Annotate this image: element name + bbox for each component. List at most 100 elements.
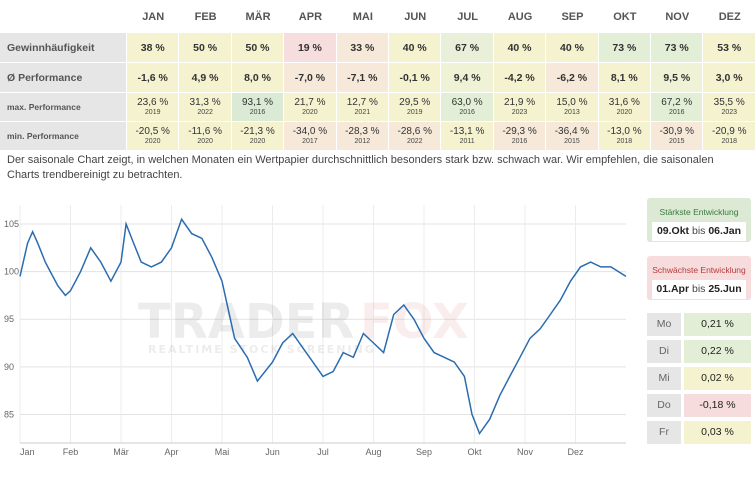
row-label: max. Performance [0, 93, 127, 122]
x-tick-label: Aug [365, 447, 381, 457]
weekday-value: 0,02 % [684, 367, 751, 390]
table-cell: -13,1 % 2011 [441, 122, 494, 151]
cell-year: 2013 [564, 109, 580, 116]
strongest-title: Stärkste Entwicklung [659, 207, 739, 217]
cell-year: 2019 [144, 109, 161, 116]
cell-value: 29,5 % [399, 97, 431, 108]
cell-value: -28,3 % [345, 126, 380, 137]
x-tick-label: Nov [517, 447, 534, 457]
table-cell: 21,9 % 2023 [493, 93, 547, 122]
month-header: JUN [389, 0, 442, 33]
cell-year: 2023 [511, 109, 528, 116]
weakest-sep: bis [691, 283, 706, 295]
month-header: OKT [598, 0, 652, 33]
strongest-from: 09.Okt [656, 225, 690, 237]
month-header: SEP [546, 0, 599, 33]
table-cell: 31,6 % 2020 [598, 93, 652, 122]
cell-year: 2020 [616, 109, 633, 116]
strongest-range: 09.Okt bis 06.Jan [652, 222, 746, 241]
cell-value: 31,3 % [189, 97, 221, 108]
cell-value: -20,9 % [712, 126, 747, 137]
cell-year: 2019 [406, 109, 423, 116]
cell-year: 2020 [144, 138, 161, 145]
table-cell: 50 % [179, 33, 232, 63]
table-row: min. Performance -20,5 % 2020 -11,6 % 2020 -2… [0, 122, 756, 151]
weekday-value: 0,21 % [684, 313, 751, 336]
price-line [19, 217, 627, 436]
cell-year: 2018 [721, 138, 738, 145]
table-cell: -4,2 % [493, 63, 547, 93]
month-header: MAI [336, 0, 390, 33]
table-cell: 67,2 % 2016 [651, 93, 704, 122]
table-header-row: JAN FEB MÄR APR MAI JUN JUL AUG SEP OKT … [0, 0, 756, 33]
cell-year: 2015 [564, 138, 580, 145]
table-cell: -28,3 % 2012 [336, 122, 390, 151]
strongest-to: 06.Jan [708, 225, 742, 237]
seasonal-chart: TRADER FOX REALTIME STOCK SCREENING 85 90… [4, 205, 627, 457]
table-cell: -36,4 % 2015 [546, 122, 599, 151]
month-header: MÄR [231, 0, 285, 33]
table-cell: 38 % [127, 33, 180, 63]
table-cell: -20,9 % 2018 [703, 122, 756, 151]
cell-value: 67,2 % [661, 97, 693, 108]
table-cell: 35,5 % 2023 [703, 93, 756, 122]
cell-year: 2022 [197, 109, 213, 116]
table-cell: 67 % [441, 33, 494, 63]
cell-value: 15,0 % [556, 97, 588, 108]
table-cell: -6,2 % [546, 63, 599, 93]
table-cell: -0,1 % [389, 63, 442, 93]
watermark-tagline: REALTIME STOCK SCREENING [148, 343, 376, 356]
x-tick-label: Sep [416, 447, 432, 457]
table-cell: -30,9 % 2015 [651, 122, 704, 151]
table-cell: -28,6 % 2022 [389, 122, 442, 151]
row-label: Ø Performance [0, 63, 127, 93]
cell-year: 2020 [197, 138, 213, 145]
cell-value: 93,1 % [241, 97, 274, 108]
cell-value: -36,4 % [554, 126, 590, 137]
table-cell: 15,0 % 2013 [546, 93, 599, 122]
cell-year: 2018 [616, 138, 633, 145]
weekday-row: Do -0,18 % [647, 394, 751, 417]
y-tick-label: 105 [4, 219, 19, 229]
weekday-name: Fr [647, 421, 681, 444]
strongest-sep: bis [691, 225, 706, 237]
weekday-name: Mo [647, 313, 681, 336]
weakest-period-box: Schwächste Entwicklung 01.Apr bis 25.Jun [647, 256, 751, 300]
cell-value: 35,5 % [713, 97, 745, 108]
table-cell: 73 % [598, 33, 652, 63]
cell-value: -20,5 % [135, 126, 170, 137]
weekday-value: -0,18 % [684, 394, 751, 417]
cell-value: 23,6 % [137, 97, 169, 108]
x-tick-label: Jan [20, 447, 35, 457]
cell-value: -11,6 % [188, 126, 222, 137]
watermark-brand-left: TRADER [138, 294, 354, 350]
table-cell: -20,5 % 2020 [127, 122, 180, 151]
weekday-row: Fr 0,03 % [647, 421, 751, 444]
table-row: Gewinnhäufigkeit 38 % 50 % 50 % 19 % 33 % 40 %… [0, 33, 756, 63]
cell-value: -34,0 % [292, 126, 328, 137]
cell-value: -13,0 % [607, 126, 642, 137]
cell-year: 2020 [249, 138, 266, 145]
cell-year: 2015 [668, 138, 685, 145]
cell-value: 21,9 % [503, 97, 536, 108]
cell-year: 2016 [511, 138, 528, 145]
table-cell: 3,0 % [703, 63, 756, 93]
table-cell: 50 % [231, 33, 285, 63]
cell-value: 21,7 % [294, 97, 326, 108]
table-cell: 93,1 % 2016 [231, 93, 285, 122]
month-header: DEZ [703, 0, 756, 33]
table-row: Ø Performance -1,6 % 4,9 % 8,0 % -7,0 % -7,1 … [0, 63, 756, 93]
row-label: Gewinnhäufigkeit [0, 33, 127, 63]
month-header: FEB [179, 0, 232, 33]
table-cell: 12,7 % 2021 [336, 93, 390, 122]
strongest-period-box: Stärkste Entwicklung 09.Okt bis 06.Jan [647, 198, 751, 242]
weakest-to: 25.Jun [708, 283, 742, 295]
table-cell: -11,6 % 2020 [179, 122, 232, 151]
table-cell: -7,0 % [284, 63, 337, 93]
chart-description: Der saisonale Chart zeigt, in welchen Mo… [7, 154, 714, 181]
table-cell: 9,4 % [441, 63, 494, 93]
table-cell: 40 % [389, 33, 442, 63]
month-header: JUL [441, 0, 494, 33]
monthly-stats-table: JAN FEB MÄR APR MAI JUN JUL AUG SEP OKT … [0, 0, 756, 151]
cell-year: 2023 [721, 109, 738, 116]
